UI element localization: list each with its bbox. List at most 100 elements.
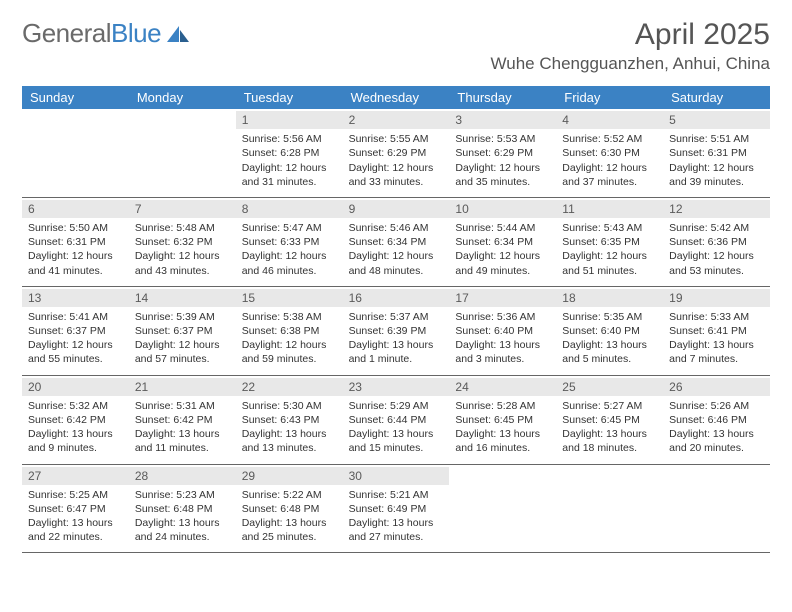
sunrise-text: Sunrise: 5:37 AM <box>349 310 444 324</box>
daylight-text: Daylight: 13 hours and 24 minutes. <box>135 516 230 544</box>
day-cell: 2Sunrise: 5:55 AMSunset: 6:29 PMDaylight… <box>343 109 450 197</box>
sunrise-text: Sunrise: 5:48 AM <box>135 221 230 235</box>
sunset-text: Sunset: 6:41 PM <box>669 324 764 338</box>
sunset-text: Sunset: 6:37 PM <box>135 324 230 338</box>
weekday-label: Saturday <box>663 86 770 109</box>
day-number: 6 <box>22 200 129 218</box>
daylight-text: Daylight: 13 hours and 15 minutes. <box>349 427 444 455</box>
day-cell: 13Sunrise: 5:41 AMSunset: 6:37 PMDayligh… <box>22 287 129 375</box>
day-cell: 25Sunrise: 5:27 AMSunset: 6:45 PMDayligh… <box>556 376 663 464</box>
day-number: 18 <box>556 289 663 307</box>
day-cell <box>449 465 556 553</box>
day-cell: 4Sunrise: 5:52 AMSunset: 6:30 PMDaylight… <box>556 109 663 197</box>
daylight-text: Daylight: 12 hours and 55 minutes. <box>28 338 123 366</box>
sunrise-text: Sunrise: 5:38 AM <box>242 310 337 324</box>
day-number: 24 <box>449 378 556 396</box>
day-number: 26 <box>663 378 770 396</box>
sunrise-text: Sunrise: 5:47 AM <box>242 221 337 235</box>
daylight-text: Daylight: 12 hours and 46 minutes. <box>242 249 337 277</box>
day-number <box>449 467 556 469</box>
day-cell: 1Sunrise: 5:56 AMSunset: 6:28 PMDaylight… <box>236 109 343 197</box>
day-number: 28 <box>129 467 236 485</box>
weekday-label: Sunday <box>22 86 129 109</box>
sunset-text: Sunset: 6:34 PM <box>349 235 444 249</box>
day-cell: 19Sunrise: 5:33 AMSunset: 6:41 PMDayligh… <box>663 287 770 375</box>
day-cell: 8Sunrise: 5:47 AMSunset: 6:33 PMDaylight… <box>236 198 343 286</box>
daylight-text: Daylight: 12 hours and 41 minutes. <box>28 249 123 277</box>
sunrise-text: Sunrise: 5:53 AM <box>455 132 550 146</box>
sunset-text: Sunset: 6:35 PM <box>562 235 657 249</box>
weekday-label: Friday <box>556 86 663 109</box>
daylight-text: Daylight: 12 hours and 43 minutes. <box>135 249 230 277</box>
month-title: April 2025 <box>491 18 770 52</box>
day-number: 7 <box>129 200 236 218</box>
day-cell <box>129 109 236 197</box>
sunrise-text: Sunrise: 5:25 AM <box>28 488 123 502</box>
day-number: 1 <box>236 111 343 129</box>
sunrise-text: Sunrise: 5:41 AM <box>28 310 123 324</box>
day-cell: 6Sunrise: 5:50 AMSunset: 6:31 PMDaylight… <box>22 198 129 286</box>
day-number: 30 <box>343 467 450 485</box>
daylight-text: Daylight: 12 hours and 35 minutes. <box>455 161 550 189</box>
day-cell: 14Sunrise: 5:39 AMSunset: 6:37 PMDayligh… <box>129 287 236 375</box>
day-number: 4 <box>556 111 663 129</box>
day-number: 25 <box>556 378 663 396</box>
sunrise-text: Sunrise: 5:56 AM <box>242 132 337 146</box>
daylight-text: Daylight: 13 hours and 3 minutes. <box>455 338 550 366</box>
sunrise-text: Sunrise: 5:32 AM <box>28 399 123 413</box>
daylight-text: Daylight: 12 hours and 57 minutes. <box>135 338 230 366</box>
weekday-header: Sunday Monday Tuesday Wednesday Thursday… <box>22 86 770 109</box>
daylight-text: Daylight: 12 hours and 53 minutes. <box>669 249 764 277</box>
sunset-text: Sunset: 6:38 PM <box>242 324 337 338</box>
day-number: 10 <box>449 200 556 218</box>
sunset-text: Sunset: 6:37 PM <box>28 324 123 338</box>
day-cell: 27Sunrise: 5:25 AMSunset: 6:47 PMDayligh… <box>22 465 129 553</box>
day-number: 15 <box>236 289 343 307</box>
brand-text-1: General <box>22 18 111 49</box>
daylight-text: Daylight: 12 hours and 59 minutes. <box>242 338 337 366</box>
title-block: April 2025 Wuhe Chengguanzhen, Anhui, Ch… <box>491 18 770 74</box>
day-cell: 24Sunrise: 5:28 AMSunset: 6:45 PMDayligh… <box>449 376 556 464</box>
calendar: Sunday Monday Tuesday Wednesday Thursday… <box>22 86 770 553</box>
day-number: 29 <box>236 467 343 485</box>
day-cell: 22Sunrise: 5:30 AMSunset: 6:43 PMDayligh… <box>236 376 343 464</box>
sunset-text: Sunset: 6:42 PM <box>135 413 230 427</box>
day-cell: 11Sunrise: 5:43 AMSunset: 6:35 PMDayligh… <box>556 198 663 286</box>
daylight-text: Daylight: 13 hours and 5 minutes. <box>562 338 657 366</box>
sunrise-text: Sunrise: 5:26 AM <box>669 399 764 413</box>
day-cell: 17Sunrise: 5:36 AMSunset: 6:40 PMDayligh… <box>449 287 556 375</box>
day-number: 27 <box>22 467 129 485</box>
day-number: 9 <box>343 200 450 218</box>
sunrise-text: Sunrise: 5:29 AM <box>349 399 444 413</box>
weeks-container: 1Sunrise: 5:56 AMSunset: 6:28 PMDaylight… <box>22 109 770 553</box>
sunset-text: Sunset: 6:47 PM <box>28 502 123 516</box>
sunset-text: Sunset: 6:30 PM <box>562 146 657 160</box>
sunrise-text: Sunrise: 5:39 AM <box>135 310 230 324</box>
daylight-text: Daylight: 12 hours and 49 minutes. <box>455 249 550 277</box>
day-number: 23 <box>343 378 450 396</box>
sunset-text: Sunset: 6:31 PM <box>669 146 764 160</box>
sunrise-text: Sunrise: 5:51 AM <box>669 132 764 146</box>
day-cell: 20Sunrise: 5:32 AMSunset: 6:42 PMDayligh… <box>22 376 129 464</box>
sunrise-text: Sunrise: 5:33 AM <box>669 310 764 324</box>
sunset-text: Sunset: 6:44 PM <box>349 413 444 427</box>
day-cell: 23 Sunrise: 5:29 AMSunset: 6:44 PMDayligh… <box>343 376 450 464</box>
day-cell: 28Sunrise: 5:23 AMSunset: 6:48 PMDayligh… <box>129 465 236 553</box>
day-number <box>663 467 770 469</box>
daylight-text: Daylight: 12 hours and 48 minutes. <box>349 249 444 277</box>
sunrise-text: Sunrise: 5:21 AM <box>349 488 444 502</box>
location-text: Wuhe Chengguanzhen, Anhui, China <box>491 54 770 74</box>
weekday-label: Wednesday <box>343 86 450 109</box>
daylight-text: Daylight: 13 hours and 27 minutes. <box>349 516 444 544</box>
sunrise-text: Sunrise: 5:46 AM <box>349 221 444 235</box>
week-row: 13Sunrise: 5:41 AMSunset: 6:37 PMDayligh… <box>22 287 770 376</box>
sunset-text: Sunset: 6:36 PM <box>669 235 764 249</box>
brand-text-2: Blue <box>111 18 161 49</box>
daylight-text: Daylight: 13 hours and 9 minutes. <box>28 427 123 455</box>
daylight-text: Daylight: 13 hours and 25 minutes. <box>242 516 337 544</box>
brand-sail-icon <box>165 24 191 44</box>
sunset-text: Sunset: 6:46 PM <box>669 413 764 427</box>
sunset-text: Sunset: 6:45 PM <box>455 413 550 427</box>
sunset-text: Sunset: 6:45 PM <box>562 413 657 427</box>
sunset-text: Sunset: 6:29 PM <box>349 146 444 160</box>
